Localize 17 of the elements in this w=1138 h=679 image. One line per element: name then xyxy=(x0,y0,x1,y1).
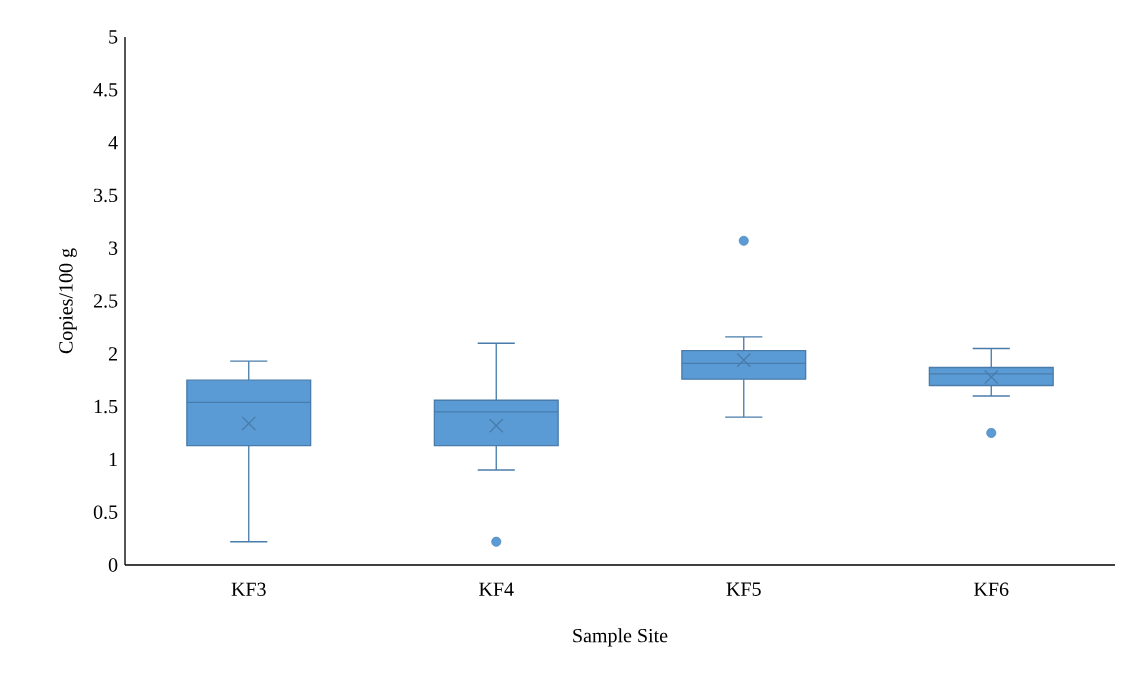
y-tick-label: 3.5 xyxy=(94,188,118,203)
y-tick-label: 1.5 xyxy=(94,399,118,414)
y-tick-label: 0 xyxy=(108,558,118,572)
y-tick-label: 1 xyxy=(109,452,117,466)
x-tick-label: KF4 xyxy=(479,582,514,596)
y-axis-title: Copies/100 g xyxy=(59,248,77,354)
y-tick-label: 2.5 xyxy=(93,294,118,308)
x-tick-label: KF6 xyxy=(974,582,1009,597)
x-axis-title: Sample Site xyxy=(573,628,668,647)
y-tick-label: 2 xyxy=(108,347,117,361)
y-tick-label: 4 xyxy=(108,136,118,150)
x-tick-label: KF5 xyxy=(726,582,761,596)
y-tick-label: 4.5 xyxy=(93,83,118,97)
y-tick-label: 0.5 xyxy=(93,505,118,519)
y-tick-label: 5 xyxy=(109,30,118,44)
x-tick-label: KF3 xyxy=(231,582,266,597)
y-tick-label: 3 xyxy=(109,241,118,255)
